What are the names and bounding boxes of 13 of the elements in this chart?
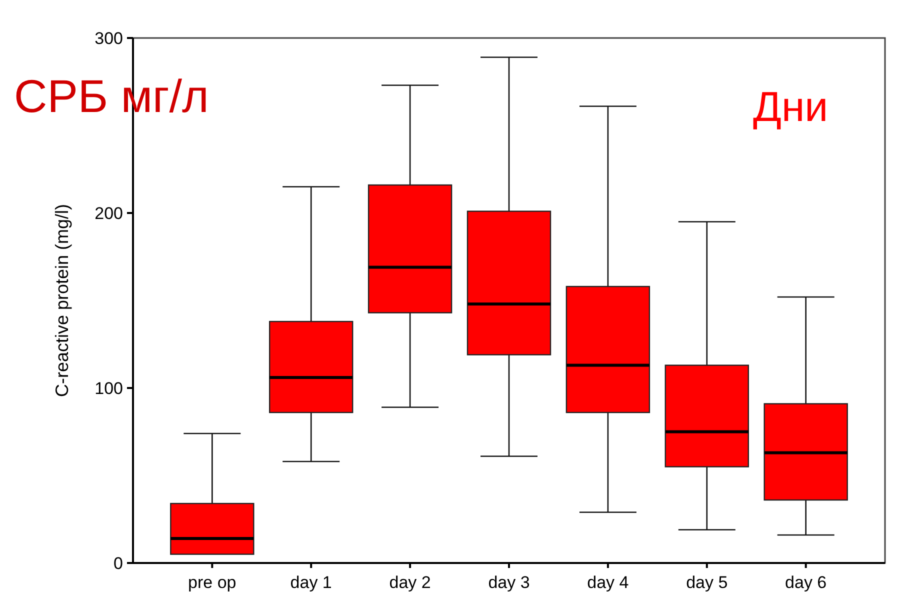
annotation: Дни bbox=[753, 83, 828, 130]
x-tick-label: day 2 bbox=[389, 573, 431, 592]
x-tick-label: pre op bbox=[188, 573, 236, 592]
x-tick-label: day 5 bbox=[686, 573, 728, 592]
x-tick-label: day 1 bbox=[290, 573, 332, 592]
x-tick-label: day 4 bbox=[587, 573, 629, 592]
y-tick-label: 200 bbox=[94, 204, 123, 223]
y-axis-title: C-reactive protein (mg/l) bbox=[52, 204, 72, 398]
y-tick-label: 0 bbox=[114, 554, 123, 573]
y-tick-label: 300 bbox=[94, 28, 123, 48]
x-tick-label: day 3 bbox=[488, 573, 530, 592]
y-tick-label: 100 bbox=[94, 378, 123, 398]
x-tick-label: day 6 bbox=[785, 573, 827, 592]
